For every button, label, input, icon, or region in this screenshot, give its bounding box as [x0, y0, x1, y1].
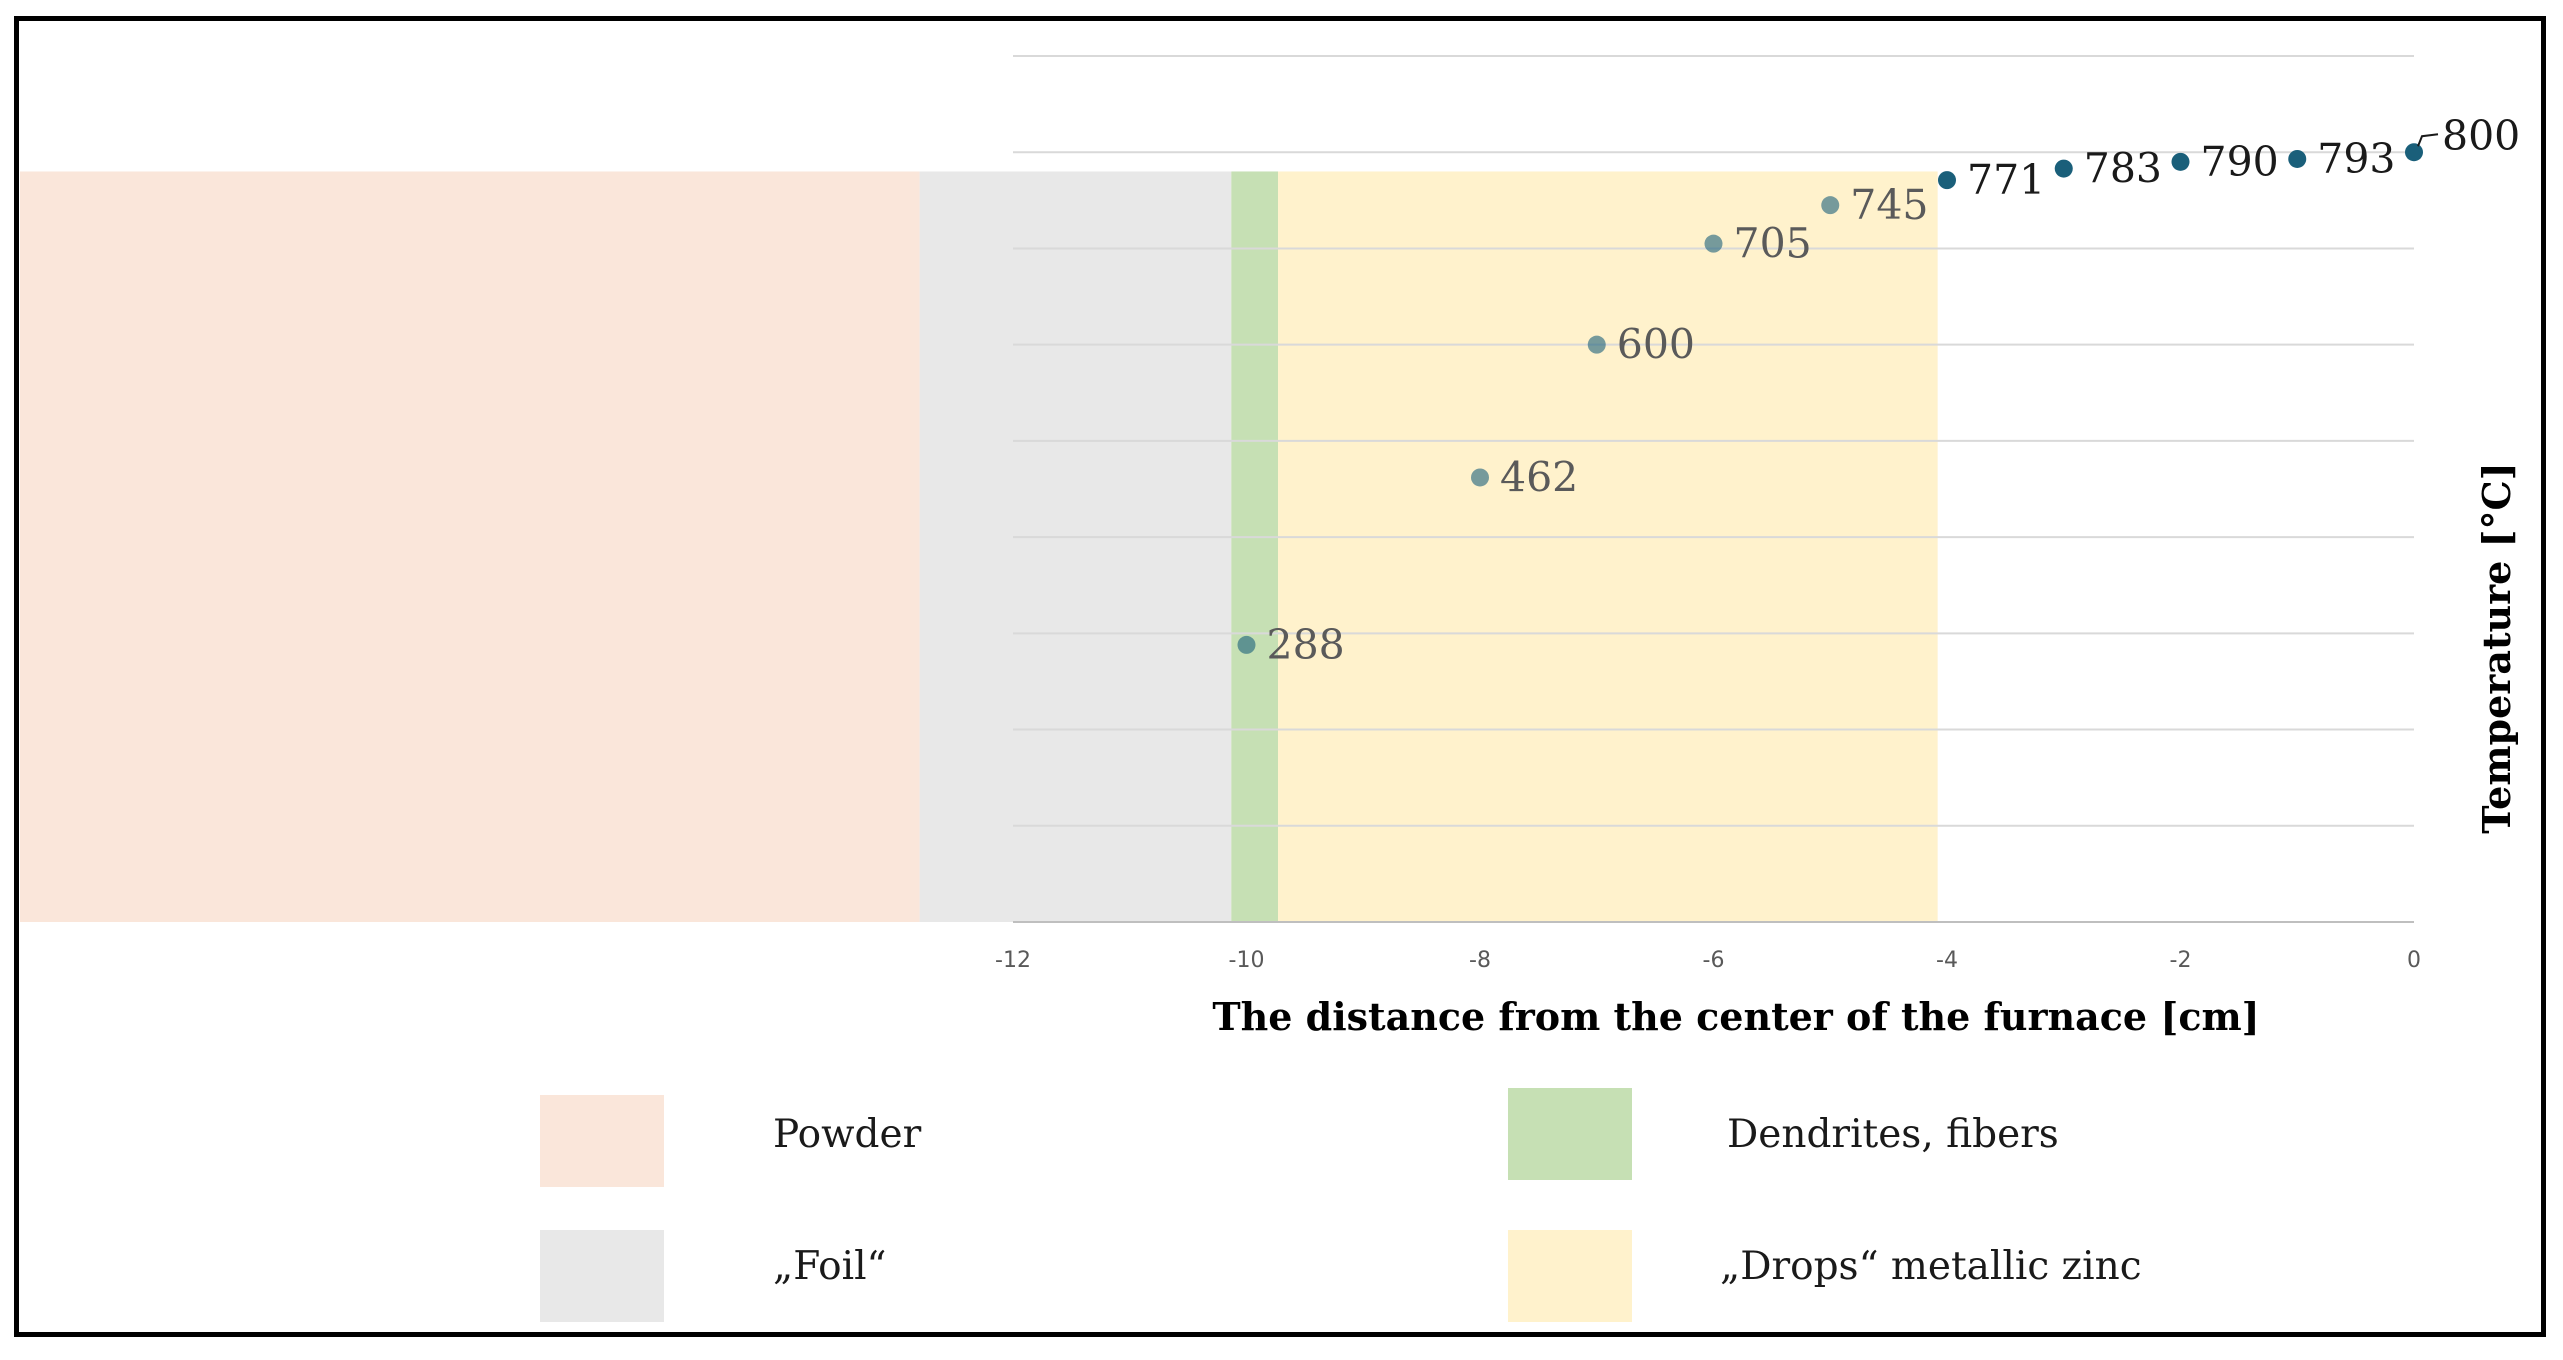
legend-swatch [1508, 1088, 1632, 1180]
x-tick-labels: -12 -10 -8 -6 -4 -2 0 [995, 948, 2421, 973]
x-tick-label: -2 [2170, 948, 2192, 973]
data-point [2171, 152, 2190, 171]
region-band-2 [1231, 171, 1279, 922]
legend: Powder Dendrites, fibers „Foil“ „Drops“ met… [540, 1088, 2142, 1322]
data-point [1938, 171, 1956, 190]
data-point [2054, 159, 2073, 178]
data-label: 790 [2201, 138, 2279, 186]
legend-swatch [540, 1095, 664, 1187]
region-band-0 [20, 171, 920, 922]
data-label: 745 [1850, 181, 1928, 229]
data-label: 288 [1267, 621, 1345, 669]
data-point [2288, 149, 2307, 168]
x-tick-label: -4 [1936, 948, 1958, 973]
data-point [1704, 234, 1723, 253]
region-band-3 [1278, 171, 1938, 922]
data-labels: 288 462 600 705 745 771 783 790 793 800 [1267, 112, 2521, 669]
legend-label: „Foil“ [773, 1244, 887, 1289]
data-label: 800 [2442, 112, 2520, 160]
data-label: 793 [2317, 135, 2395, 183]
data-point [1237, 635, 1256, 654]
x-tick-label: -10 [1229, 948, 1265, 973]
data-point [2405, 143, 2423, 162]
x-axis-title: The distance from the center of the furn… [1212, 994, 2259, 1039]
x-tick-label: -6 [1703, 948, 1725, 973]
legend-swatch [1508, 1230, 1632, 1322]
region-band-1 [919, 171, 1232, 922]
data-label: 705 [1734, 220, 1812, 268]
data-point [1821, 196, 1840, 215]
data-label: 771 [1967, 156, 2045, 204]
data-label-leader [2417, 133, 2439, 147]
data-points [1237, 143, 2423, 654]
data-label: 462 [1500, 453, 1578, 501]
data-label: 783 [2084, 145, 2162, 193]
data-point [1471, 468, 1489, 487]
x-tick-label: -8 [1469, 948, 1491, 973]
legend-label: „Drops“ metallic zinc [1720, 1244, 2142, 1289]
y-axis-title: Temperature [°C] [2474, 462, 2519, 834]
x-tick-label: -12 [995, 948, 1031, 973]
data-point [1587, 335, 1606, 354]
legend-label: Dendrites, fibers [1727, 1112, 2059, 1157]
data-label: 600 [1617, 321, 1695, 369]
legend-label: Powder [773, 1112, 922, 1157]
legend-swatch [540, 1230, 664, 1322]
x-tick-label: 0 [2407, 948, 2421, 973]
region-bands [20, 171, 1938, 922]
